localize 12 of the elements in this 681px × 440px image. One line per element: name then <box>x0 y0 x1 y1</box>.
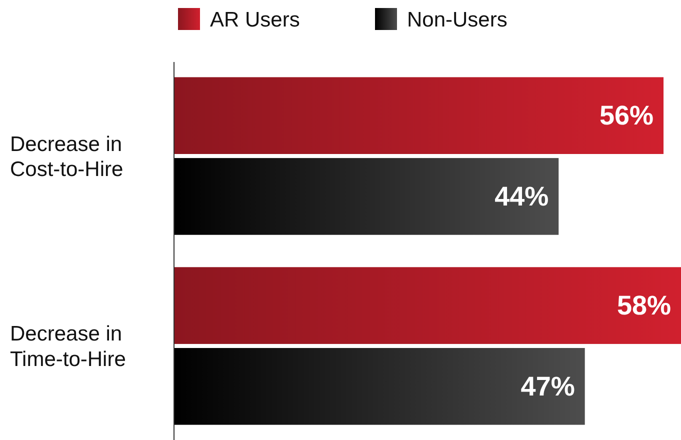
data-label: 58% <box>616 290 671 321</box>
bar <box>174 267 681 344</box>
legend-label: Non-Users <box>407 8 508 32</box>
bar <box>174 77 664 154</box>
legend-label: AR Users <box>210 8 300 32</box>
data-label: 56% <box>599 100 654 131</box>
data-label: 47% <box>520 371 575 402</box>
y-tick-label: Decrease in Cost-to-Hire <box>10 132 124 181</box>
bar <box>174 158 559 235</box>
bar <box>174 348 585 425</box>
y-tick-label: Decrease in Time-to-Hire <box>10 322 126 371</box>
data-label: 44% <box>494 181 549 212</box>
